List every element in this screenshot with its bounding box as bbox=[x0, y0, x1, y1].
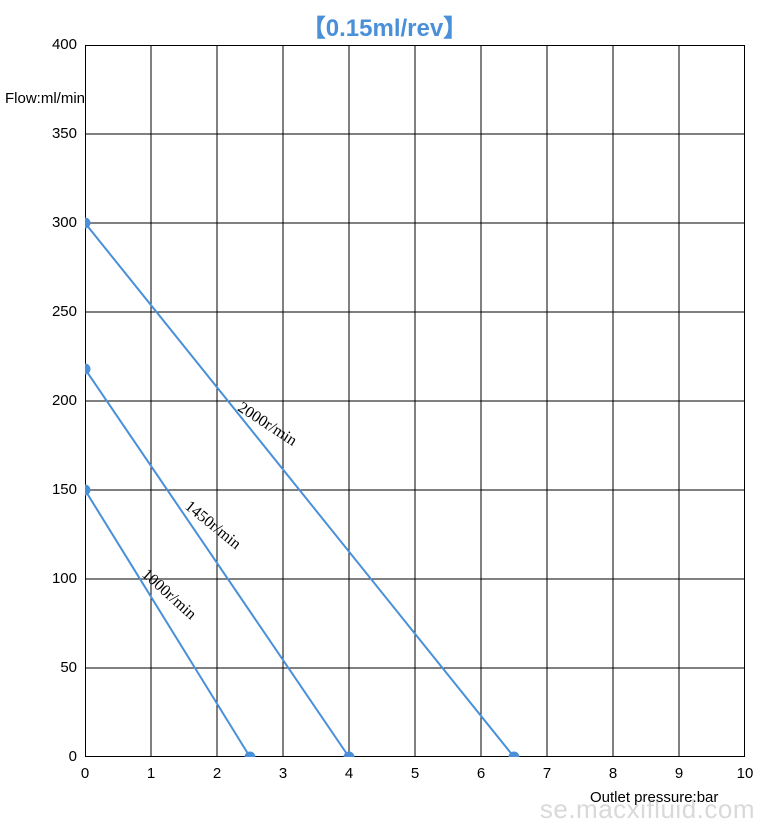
x-tick-label: 10 bbox=[735, 765, 755, 782]
y-tick-label: 0 bbox=[69, 748, 77, 765]
y-tick-label: 50 bbox=[60, 659, 77, 676]
x-tick-label: 4 bbox=[339, 765, 359, 782]
x-tick-label: 8 bbox=[603, 765, 623, 782]
y-tick-label: 100 bbox=[52, 570, 77, 587]
x-tick-label: 9 bbox=[669, 765, 689, 782]
y-tick-label: 250 bbox=[52, 303, 77, 320]
y-tick-label: 400 bbox=[52, 36, 77, 53]
x-tick-label: 5 bbox=[405, 765, 425, 782]
chart-area: 2000r/min1450r/min1000r/min bbox=[85, 45, 745, 757]
page: 【0.15ml/rev】 2000r/min1450r/min1000r/min… bbox=[0, 0, 769, 831]
y-tick-label: 200 bbox=[52, 392, 77, 409]
y-tick-label: 350 bbox=[52, 125, 77, 142]
x-tick-label: 7 bbox=[537, 765, 557, 782]
y-tick-label: 150 bbox=[52, 481, 77, 498]
chart-svg: 2000r/min1450r/min1000r/min bbox=[85, 45, 745, 757]
x-tick-label: 2 bbox=[207, 765, 227, 782]
x-tick-label: 0 bbox=[75, 765, 95, 782]
chart-title: 【0.15ml/rev】 bbox=[0, 8, 769, 43]
x-tick-label: 3 bbox=[273, 765, 293, 782]
x-tick-label: 6 bbox=[471, 765, 491, 782]
x-tick-label: 1 bbox=[141, 765, 161, 782]
y-tick-label: 300 bbox=[52, 214, 77, 231]
y-axis-label: Flow:ml/min bbox=[5, 90, 85, 107]
x-axis-label: Outlet pressure:bar bbox=[590, 789, 718, 806]
